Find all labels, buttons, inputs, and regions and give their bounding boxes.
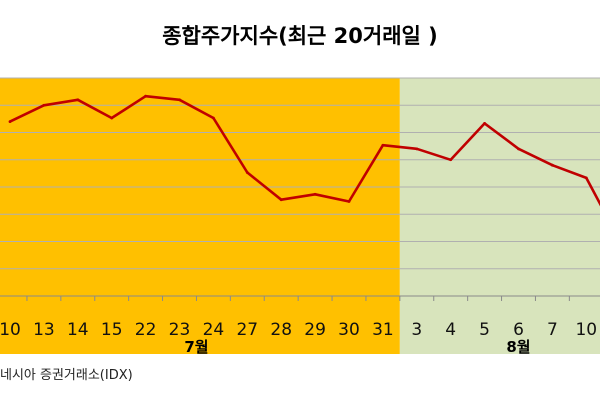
data-point-6 [212, 116, 215, 120]
x-tick-label-12: 3 [411, 320, 422, 340]
data-point-2 [76, 98, 80, 102]
x-tick-label-5: 23 [169, 320, 191, 340]
data-point-4 [144, 94, 148, 98]
x-tick-label-0: 10 [0, 320, 21, 340]
x-tick-label-15: 6 [513, 320, 524, 340]
x-tick-label-6: 24 [203, 320, 225, 340]
data-point-0 [8, 120, 12, 123]
data-point-17 [584, 176, 588, 180]
data-point-11 [381, 143, 385, 147]
data-point-16 [551, 163, 554, 167]
x-tick-label-2: 14 [67, 320, 89, 340]
data-point-9 [313, 192, 317, 196]
month-labels: 7월 8월 [184, 338, 530, 356]
month-band-0 [0, 78, 400, 354]
x-tick-label-8: 28 [270, 320, 292, 340]
data-point-7 [245, 171, 249, 174]
x-tick-label-13: 4 [445, 320, 456, 340]
data-point-15 [517, 147, 520, 151]
data-point-14 [483, 122, 486, 125]
month-band-1 [399, 78, 600, 354]
data-point-10 [347, 200, 351, 203]
data-point-13 [449, 158, 453, 162]
x-tick-labels: 101314152223242728293031345671011 [0, 320, 597, 340]
month-label-1: 8월 [506, 338, 530, 356]
x-tick-label-1: 13 [33, 320, 55, 340]
x-tick-label-16: 7 [547, 320, 558, 340]
x-tick-label-11: 31 [372, 320, 394, 340]
data-point-12 [415, 147, 419, 151]
chart-title: 종합주가지수(최근 20거래일 ) [162, 24, 438, 48]
x-tick-label-4: 22 [135, 320, 157, 340]
data-point-1 [42, 103, 46, 107]
month-label-0: 7월 [184, 338, 208, 356]
x-tick-label-10: 30 [338, 320, 360, 340]
gridlines [0, 77, 600, 301]
x-tick-label-3: 15 [101, 320, 123, 340]
data-point-5 [178, 98, 181, 102]
source-note: 네시아 증권거래소(IDX) [0, 368, 133, 383]
data-point-8 [279, 198, 283, 202]
x-tick-label-7: 27 [236, 320, 258, 340]
x-tick-label-14: 5 [479, 320, 490, 340]
data-point-3 [110, 116, 114, 120]
x-tick-label-9: 29 [304, 320, 326, 340]
series-line-group [8, 94, 600, 207]
x-tick-label-17: 10 [575, 320, 597, 340]
month-bands [0, 78, 600, 354]
